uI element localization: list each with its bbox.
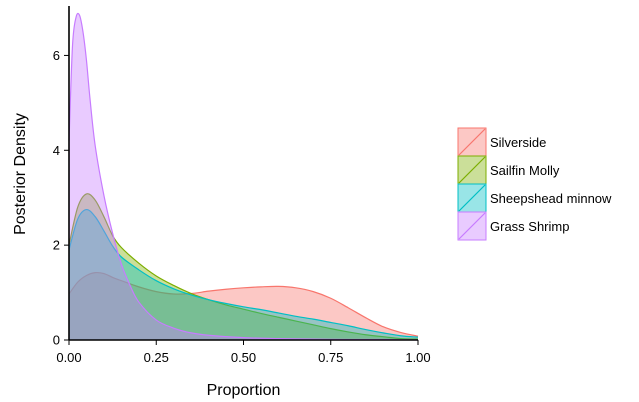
legend-key-line-silverside <box>458 128 486 156</box>
legend-label-sailfin-molly: Sailfin Molly <box>490 163 560 178</box>
y-tick-label: 4 <box>53 143 60 158</box>
x-tick-label: 0.25 <box>144 350 169 365</box>
density-area-sailfin-molly <box>69 193 418 340</box>
legend-item-grass-shrimp: Grass Shrimp <box>457 211 569 241</box>
legend-item-silverside: Silverside <box>457 127 546 157</box>
density-line-silverside <box>68 271 419 337</box>
x-tick-label: 1.00 <box>405 350 430 365</box>
density-area-sheepshead-minnow <box>69 209 418 340</box>
legend: Silverside Sailfin Molly Sheepshead minnow… <box>457 127 612 241</box>
y-tick-label: 2 <box>53 238 60 253</box>
density-line-sailfin-molly <box>68 193 419 340</box>
legend-key-line-sheepshead-minnow <box>458 184 486 212</box>
x-ticks: 0.00 0.25 0.50 0.75 1.00 <box>56 340 431 365</box>
y-tick-label: 6 <box>53 48 60 63</box>
x-tick-label: 0.75 <box>318 350 343 365</box>
x-axis-title: Proportion <box>207 382 281 399</box>
y-axis-title: Posterior Density <box>12 113 29 235</box>
legend-item-sailfin-molly: Sailfin Molly <box>457 155 560 185</box>
axes: 0.00 0.25 0.50 0.75 1.00 0 2 4 6 <box>53 6 431 365</box>
x-tick-label: 0.50 <box>231 350 256 365</box>
x-tick-label: 0.00 <box>56 350 81 365</box>
density-line-sheepshead-minnow <box>68 208 419 338</box>
legend-key-line-sailfin-molly <box>458 156 486 184</box>
y-ticks: 0 2 4 6 <box>53 48 69 348</box>
legend-label-sheepshead-minnow: Sheepshead minnow <box>490 191 612 206</box>
legend-item-sheepshead-minnow: Sheepshead minnow <box>457 183 612 213</box>
y-tick-label: 0 <box>53 333 60 348</box>
density-area-grass-shrimp <box>69 13 418 341</box>
density-line-grass-shrimp <box>68 12 419 341</box>
legend-key-line-grass-shrimp <box>458 212 486 240</box>
legend-label-grass-shrimp: Grass Shrimp <box>490 219 569 234</box>
legend-label-silverside: Silverside <box>490 135 546 150</box>
plot-areas <box>68 12 419 341</box>
